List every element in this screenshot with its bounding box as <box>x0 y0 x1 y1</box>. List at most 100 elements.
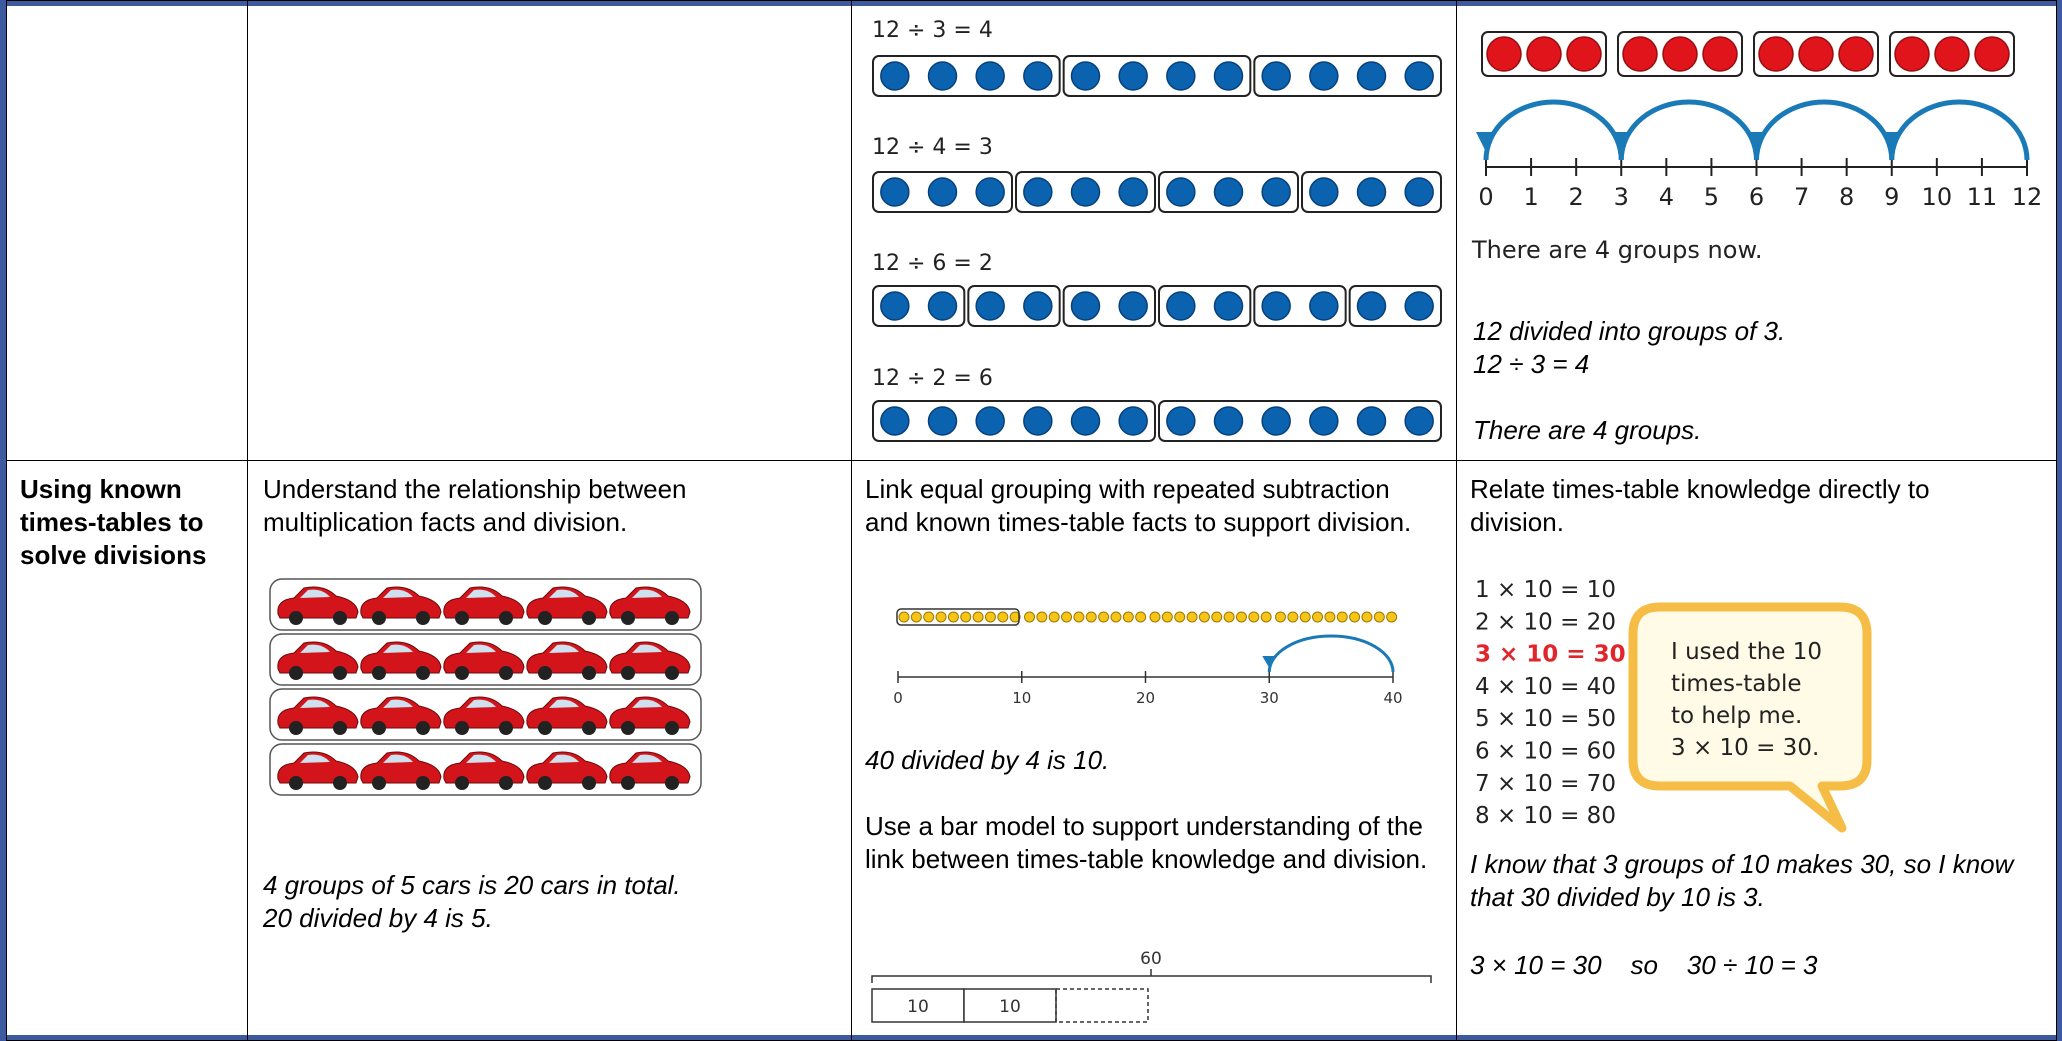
bead-group <box>896 608 1020 626</box>
counter <box>975 61 1005 91</box>
car-body <box>360 641 442 674</box>
bead <box>1248 611 1260 623</box>
wheel <box>289 776 303 790</box>
bubble-line: to help me. <box>1671 703 1802 729</box>
counter <box>880 406 910 436</box>
counter <box>1023 406 1053 436</box>
bead <box>1312 611 1324 623</box>
wheel <box>665 776 679 790</box>
bead <box>1073 611 1085 623</box>
tick-label: 8 <box>1839 183 1854 211</box>
tick-label: 10 <box>1922 183 1953 211</box>
wheel <box>372 721 386 735</box>
counter <box>1261 177 1291 207</box>
wheel <box>582 776 596 790</box>
counter <box>1213 177 1244 207</box>
bead <box>1198 611 1210 623</box>
tick-label: 10 <box>1012 689 1031 707</box>
bead <box>1223 611 1235 623</box>
counter <box>1309 177 1339 207</box>
bead <box>1161 611 1173 623</box>
car-body <box>277 586 359 619</box>
car-window <box>300 754 330 763</box>
fact: 6 × 10 = 60 <box>1475 739 1616 765</box>
bead <box>1211 611 1223 623</box>
bead <box>1085 611 1097 623</box>
counter <box>1261 61 1291 91</box>
wheel <box>416 666 430 680</box>
car-window <box>383 754 413 763</box>
wheel <box>333 666 347 680</box>
description: Use a bar model to support understanding… <box>865 811 1428 874</box>
bubble-line: I used the 10 <box>1671 639 1822 665</box>
bead <box>1098 611 1110 623</box>
bead <box>984 611 996 623</box>
tick-label: 30 <box>1260 689 1279 707</box>
wheel <box>416 776 430 790</box>
bead <box>1386 611 1398 623</box>
counter <box>927 61 958 91</box>
car-body <box>443 751 525 784</box>
equation: 12 ÷ 3 = 4 <box>872 18 993 43</box>
car-window <box>466 589 496 598</box>
counter <box>975 406 1005 436</box>
car-window <box>549 644 579 653</box>
counter <box>975 291 1005 321</box>
car-body <box>277 641 359 674</box>
tick-label: 0 <box>1478 183 1493 211</box>
note: 12 divided into groups of 3. <box>1473 316 1786 346</box>
bead <box>1361 611 1373 623</box>
tick-label: 6 <box>1749 183 1764 211</box>
bead <box>1024 611 1035 623</box>
counter <box>880 61 910 91</box>
group-box <box>1158 400 1442 442</box>
jump-arc <box>1754 99 1895 161</box>
arrowhead <box>1262 656 1277 668</box>
result: 40 divided by 4 is 10. <box>865 745 1110 775</box>
row-heading: Using known times-tables to solve divisi… <box>20 474 207 570</box>
car-body <box>360 586 442 619</box>
tick-label: 40 <box>1383 689 1402 707</box>
tick-label: 12 <box>2012 183 2043 211</box>
wheel <box>372 611 386 625</box>
counter <box>1070 291 1101 321</box>
note: I know that 3 groups of 10 makes 30, so … <box>1470 849 2014 912</box>
car-window <box>549 699 579 708</box>
fact: 4 × 10 = 40 <box>1475 674 1616 700</box>
counter <box>1118 406 1148 436</box>
counter <box>1070 406 1101 436</box>
bar-empty <box>1055 988 1149 1023</box>
counter <box>1261 406 1291 436</box>
fact: 7 × 10 = 70 <box>1475 771 1616 797</box>
bead <box>960 611 972 623</box>
counter <box>1166 61 1196 91</box>
jump-arc <box>1267 634 1395 673</box>
bead <box>1135 611 1147 623</box>
counter <box>1356 61 1387 91</box>
counter <box>1934 36 1970 72</box>
counter <box>1309 61 1339 91</box>
description: Link equal grouping with repeated subtra… <box>865 474 1412 537</box>
wheel <box>621 666 635 680</box>
bead <box>1275 611 1286 623</box>
wheel <box>582 666 596 680</box>
wheel <box>538 721 552 735</box>
tick-label: 4 <box>1659 183 1674 211</box>
counter <box>1622 36 1658 72</box>
note: 4 groups of 5 cars is 20 cars in total. <box>263 870 681 900</box>
description: Relate times-table knowledge directly to… <box>1470 474 1930 537</box>
bead <box>1048 611 1060 623</box>
bar-total: 60 <box>1140 949 1162 969</box>
speech-bubble <box>1628 602 1872 833</box>
counter <box>1213 406 1244 436</box>
car-body <box>609 586 691 619</box>
wheel <box>621 776 635 790</box>
wheel <box>289 611 303 625</box>
tick-label: 3 <box>1614 183 1629 211</box>
counter <box>1566 36 1602 72</box>
counter <box>1070 177 1101 207</box>
counter <box>1702 36 1738 72</box>
bead <box>1009 611 1021 623</box>
bead <box>1336 611 1348 623</box>
bead <box>935 611 947 623</box>
